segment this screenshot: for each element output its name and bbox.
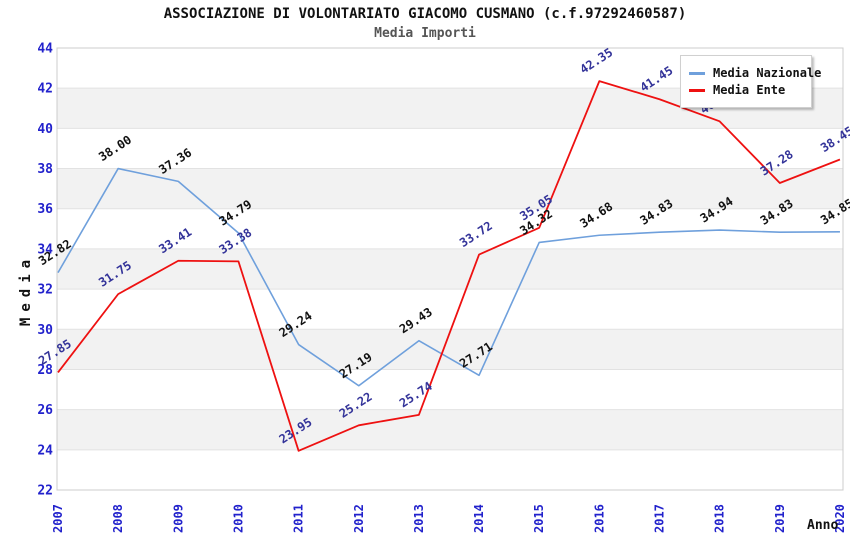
x-tick-label: 2017	[653, 504, 667, 533]
point-label: 38.00	[96, 133, 134, 164]
y-tick-label: 38	[37, 162, 53, 177]
x-tick-label: 2014	[472, 504, 486, 533]
x-axis-title: Anno	[807, 518, 839, 533]
series-line-media-nazionale	[57, 167, 840, 387]
series-line-media-ente	[57, 80, 841, 452]
x-tick-label: 2007	[51, 504, 65, 533]
y-tick-label: 34	[37, 242, 53, 257]
y-tick-label: 36	[37, 202, 53, 217]
x-tick-label: 2019	[773, 504, 787, 533]
background-band	[57, 329, 843, 370]
point-label: 42.35	[577, 45, 615, 76]
chart-subtitle: Media Importi	[374, 26, 476, 41]
background-band	[57, 409, 843, 450]
x-tick-label: 2020	[833, 504, 847, 533]
point-label: 25.74	[397, 379, 435, 410]
x-tick-label: 2015	[532, 504, 546, 533]
y-axis-title: Media	[18, 253, 34, 327]
y-tick-label: 24	[37, 443, 53, 458]
y-tick-label: 40	[37, 122, 53, 137]
legend-label-media-nazionale: Media Nazionale	[713, 66, 822, 80]
y-tick-label: 22	[37, 484, 53, 499]
chart-title: ASSOCIAZIONE DI VOLONTARIATO GIACOMO CUS…	[163, 6, 687, 22]
media-nazionale-line-swatch	[689, 71, 705, 75]
legend: Media Nazionale Media Ente	[680, 55, 821, 108]
background-band	[57, 168, 843, 209]
legend-item-media-ente: Media Ente	[689, 83, 803, 97]
y-tick-label: 42	[37, 82, 53, 97]
y-tick-label: 30	[37, 323, 53, 338]
y-tick-label: 44	[37, 42, 53, 57]
x-tick-label: 2012	[352, 504, 366, 533]
plot-border	[56, 47, 844, 491]
media-ente-line-swatch	[689, 88, 705, 92]
y-tick-label: 28	[37, 363, 53, 378]
x-tick-label: 2009	[171, 504, 185, 533]
point-label: 33.72	[457, 219, 495, 250]
x-tick-label: 2016	[592, 504, 606, 533]
y-tick-label: 26	[37, 403, 53, 418]
x-tick-label: 2011	[292, 504, 306, 533]
y-tick-label: 32	[37, 283, 53, 298]
x-tick-label: 2013	[412, 504, 426, 533]
x-tick-label: 2018	[713, 504, 727, 533]
legend-item-media-nazionale: Media Nazionale	[689, 66, 821, 80]
background-band	[57, 248, 843, 290]
x-tick-label: 2008	[111, 504, 125, 533]
x-tick-label: 2010	[231, 504, 245, 533]
legend-label-media-ente: Media Ente	[713, 83, 786, 97]
